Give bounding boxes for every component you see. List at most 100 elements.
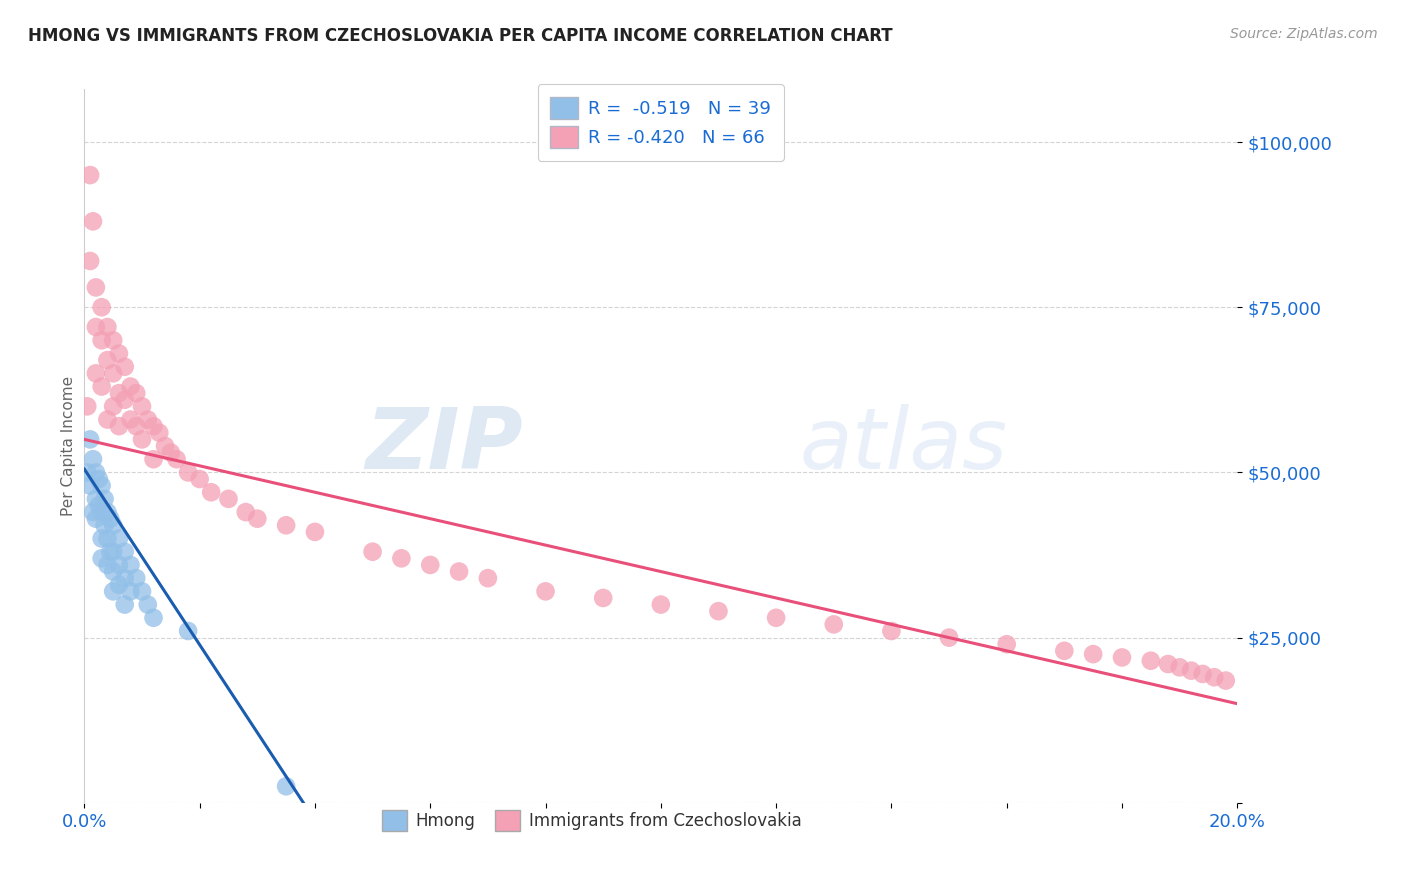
- Point: [142, 419, 165, 434]
- Point: [1180, 664, 1202, 678]
- Point: [650, 598, 672, 612]
- Point: [87, 472, 110, 486]
- Point: [103, 565, 124, 579]
- Point: [136, 412, 159, 426]
- Point: [96, 532, 118, 546]
- Point: [1191, 667, 1213, 681]
- Point: [477, 571, 499, 585]
- Point: [114, 359, 136, 374]
- Legend: Hmong, Immigrants from Czechoslovakia: Hmong, Immigrants from Czechoslovakia: [375, 804, 808, 838]
- Point: [114, 545, 136, 559]
- Point: [90, 379, 112, 393]
- Point: [103, 400, 124, 414]
- Point: [76, 466, 98, 480]
- Point: [880, 624, 903, 638]
- Point: [449, 565, 471, 579]
- Point: [1083, 647, 1105, 661]
- Point: [1140, 654, 1163, 668]
- Point: [1157, 657, 1180, 671]
- Point: [419, 558, 441, 572]
- Point: [1053, 644, 1076, 658]
- Point: [90, 300, 112, 314]
- Point: [120, 379, 142, 393]
- Point: [90, 505, 112, 519]
- Point: [131, 400, 153, 414]
- Point: [84, 280, 107, 294]
- Point: [125, 571, 148, 585]
- Point: [108, 419, 131, 434]
- Point: [76, 400, 98, 414]
- Point: [79, 254, 101, 268]
- Text: atlas: atlas: [799, 404, 1007, 488]
- Point: [108, 346, 131, 360]
- Text: ZIP: ZIP: [364, 404, 523, 488]
- Point: [131, 433, 153, 447]
- Point: [534, 584, 557, 599]
- Point: [84, 511, 107, 525]
- Point: [1215, 673, 1237, 688]
- Point: [120, 558, 142, 572]
- Point: [108, 386, 131, 401]
- Point: [114, 392, 136, 407]
- Point: [96, 353, 118, 368]
- Point: [235, 505, 257, 519]
- Point: [142, 452, 165, 467]
- Point: [1204, 670, 1226, 684]
- Point: [82, 214, 104, 228]
- Point: [103, 545, 124, 559]
- Point: [276, 518, 298, 533]
- Point: [79, 478, 101, 492]
- Point: [304, 524, 326, 539]
- Point: [79, 433, 101, 447]
- Point: [103, 584, 124, 599]
- Point: [114, 598, 136, 612]
- Point: [90, 478, 112, 492]
- Point: [82, 505, 104, 519]
- Point: [1111, 650, 1133, 665]
- Point: [90, 333, 112, 347]
- Point: [96, 320, 118, 334]
- Point: [131, 584, 153, 599]
- Point: [218, 491, 240, 506]
- Point: [84, 320, 107, 334]
- Point: [120, 412, 142, 426]
- Point: [136, 598, 159, 612]
- Point: [79, 168, 101, 182]
- Y-axis label: Per Capita Income: Per Capita Income: [60, 376, 76, 516]
- Point: [103, 518, 124, 533]
- Point: [84, 367, 107, 381]
- Point: [391, 551, 413, 566]
- Point: [93, 491, 115, 506]
- Point: [1168, 660, 1191, 674]
- Text: Source: ZipAtlas.com: Source: ZipAtlas.com: [1230, 27, 1378, 41]
- Point: [765, 611, 787, 625]
- Point: [125, 419, 148, 434]
- Point: [82, 452, 104, 467]
- Point: [166, 452, 188, 467]
- Point: [707, 604, 730, 618]
- Point: [177, 466, 200, 480]
- Point: [246, 511, 269, 525]
- Point: [361, 545, 384, 559]
- Point: [87, 499, 110, 513]
- Point: [98, 511, 121, 525]
- Point: [103, 333, 124, 347]
- Point: [125, 386, 148, 401]
- Point: [177, 624, 200, 638]
- Point: [96, 558, 118, 572]
- Point: [200, 485, 222, 500]
- Point: [103, 367, 124, 381]
- Point: [148, 425, 170, 440]
- Point: [823, 617, 845, 632]
- Point: [90, 551, 112, 566]
- Point: [84, 466, 107, 480]
- Point: [592, 591, 614, 605]
- Point: [995, 637, 1018, 651]
- Point: [153, 439, 176, 453]
- Point: [938, 631, 960, 645]
- Point: [108, 578, 131, 592]
- Point: [188, 472, 211, 486]
- Point: [114, 571, 136, 585]
- Point: [84, 491, 107, 506]
- Point: [108, 558, 131, 572]
